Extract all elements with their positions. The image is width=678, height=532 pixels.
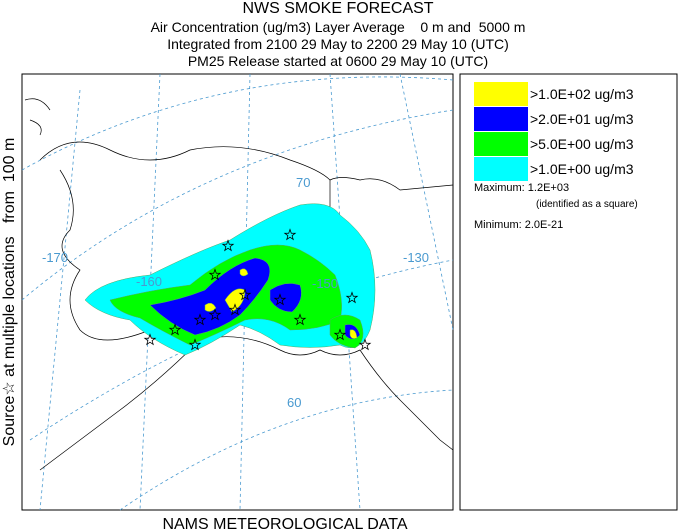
graticule	[119, 389, 454, 511]
graticule-label: -150	[312, 276, 338, 291]
title: NWS SMOKE FORECAST	[242, 0, 433, 17]
source-star	[293, 313, 307, 326]
legend-frame	[459, 73, 678, 511]
legend: >1.0E+02 ug/m3 >2.0E+01 ug/m3 >5.0E+00 ug/…	[474, 82, 634, 181]
legend-swatch	[474, 82, 528, 106]
graticule-label: -170	[42, 250, 68, 265]
legend-label: >1.0E+02 ug/m3	[530, 86, 634, 102]
source-star	[238, 288, 252, 301]
source-star	[358, 338, 372, 351]
side-label: Source☆ at multiple locations from 100 m	[1, 138, 18, 447]
source-star	[208, 308, 222, 321]
plume	[84, 203, 376, 356]
source-star	[143, 333, 157, 346]
source-star	[228, 303, 242, 316]
legend-swatch	[474, 107, 528, 131]
graticule	[399, 73, 454, 331]
graticule-label: -160	[136, 274, 162, 289]
coastline	[39, 141, 454, 191]
plume-contour	[149, 257, 271, 336]
plume-contour	[349, 329, 358, 339]
graticule-label: 70	[296, 175, 310, 190]
plume-contour	[269, 283, 302, 313]
legend-label: >5.0E+00 ug/m3	[530, 136, 634, 152]
coastline	[39, 169, 201, 471]
maximum: Maximum: 1.2E+03	[474, 182, 569, 194]
source-star	[273, 293, 287, 306]
source-star	[208, 268, 222, 281]
graticule-label: -130	[403, 250, 429, 265]
maximum-note: (identified as a square)	[536, 199, 638, 210]
graticule	[39, 89, 81, 511]
source-star	[188, 338, 202, 351]
coastline	[199, 336, 454, 451]
source-star	[193, 313, 207, 326]
graticule	[21, 109, 454, 301]
plume-contour	[239, 268, 249, 277]
map: -170 -160 -150 -130 70 60	[21, 73, 454, 511]
footer: NAMS METEOROLOGICAL DATA	[162, 516, 407, 532]
subtitle: Air Concentration (ug/m3) Layer Average …	[151, 19, 526, 35]
subtitle: PM25 Release started at 0600 29 May 10 (…	[188, 53, 488, 69]
coastline	[24, 98, 51, 136]
source-star	[333, 328, 347, 341]
legend-label: >1.0E+00 ug/m3	[530, 161, 634, 177]
legend-swatch	[474, 132, 528, 156]
graticule-label: 60	[287, 395, 301, 410]
source-star	[345, 291, 359, 304]
legend-label: >2.0E+01 ug/m3	[530, 111, 634, 127]
source-star	[283, 228, 297, 241]
minimum: Minimum: 2.0E-21	[474, 219, 563, 231]
legend-swatch	[474, 157, 528, 181]
plume-contour	[204, 302, 217, 312]
subtitle: Integrated from 2100 29 May to 2200 29 M…	[167, 36, 509, 52]
source-star	[168, 323, 182, 336]
source-star	[221, 239, 235, 252]
